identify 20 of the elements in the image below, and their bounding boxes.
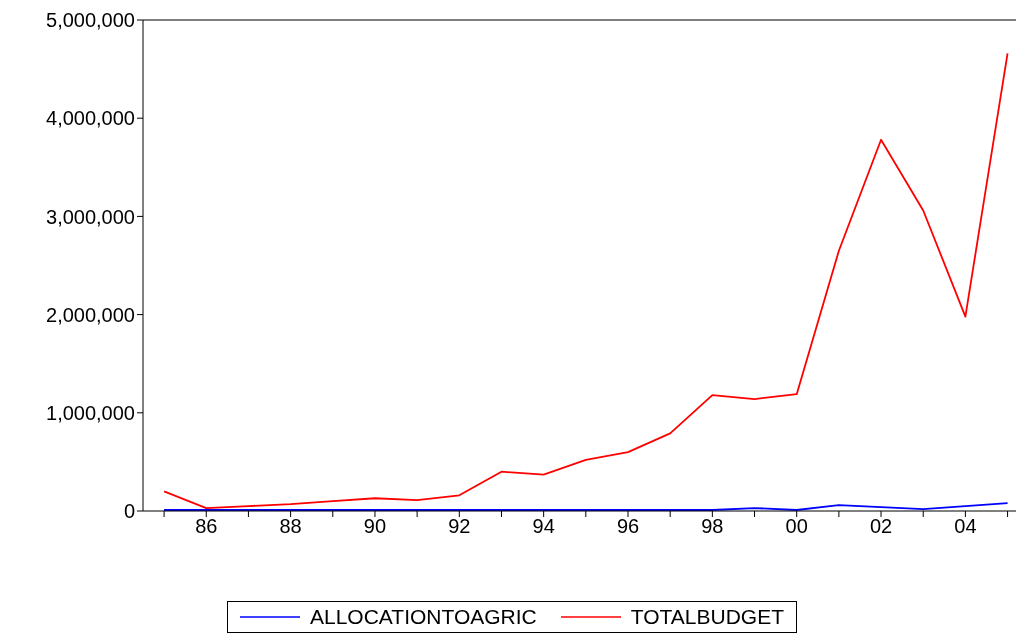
- line-series: [163, 502, 1009, 511]
- legend-label: TOTALBUDGET: [630, 605, 784, 629]
- x-tick-label: 96: [616, 515, 640, 538]
- x-tick-label: 00: [785, 515, 808, 538]
- x-tick-label: 94: [532, 515, 555, 538]
- legend-label: ALLOCATIONTOAGRIC: [309, 605, 537, 629]
- y-tick-label: 4,000,000: [46, 107, 135, 130]
- y-tick-label: 5,000,000: [46, 9, 135, 32]
- x-tick-label: 92: [448, 515, 471, 538]
- x-tick-label: 88: [279, 515, 302, 538]
- y-tick-label: 0: [123, 500, 135, 523]
- x-tick-label: 86: [195, 515, 218, 538]
- x-tick-label: 04: [954, 515, 977, 538]
- x-tick-label: 02: [869, 515, 893, 538]
- x-tick-label: 90: [363, 515, 387, 538]
- line-series: [163, 52, 1009, 509]
- y-tick-label: 1,000,000: [46, 401, 135, 424]
- y-tick-label: 3,000,000: [46, 205, 135, 228]
- y-tick-label: 2,000,000: [46, 303, 135, 326]
- x-tick-label: 98: [701, 515, 724, 538]
